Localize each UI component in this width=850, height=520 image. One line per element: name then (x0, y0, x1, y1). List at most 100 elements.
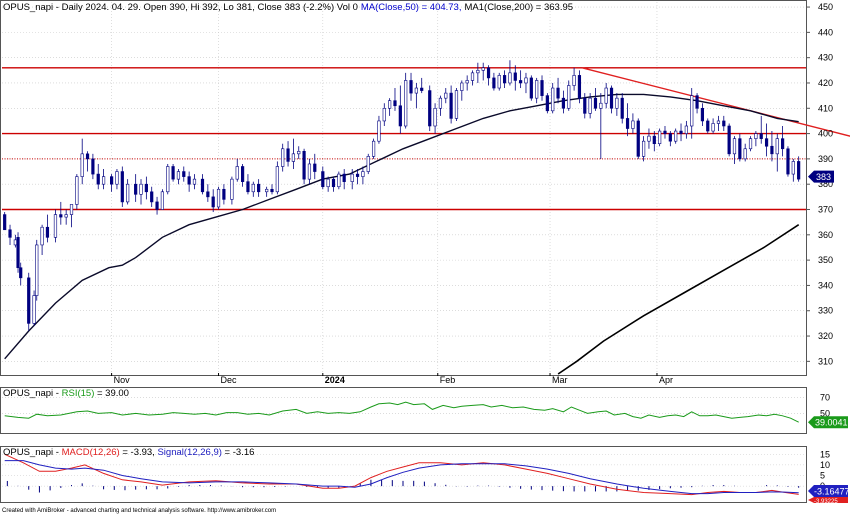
candle (449, 85, 453, 124)
candle (583, 93, 587, 119)
last-price-tag: 383 (808, 170, 834, 183)
candle (615, 93, 619, 116)
candle (727, 123, 731, 157)
rsi-tick-label: 70 (820, 392, 830, 402)
candle (593, 88, 598, 111)
candle (609, 85, 614, 114)
candle (476, 62, 480, 83)
candle (481, 62, 485, 81)
candle (791, 158, 795, 182)
candle (281, 143, 285, 172)
candle (115, 169, 119, 190)
candle (700, 103, 705, 126)
candle (647, 128, 651, 149)
candle (754, 131, 758, 147)
price-header: OPUS_napi - Daily 2024. 04. 29. Open 390… (3, 2, 573, 13)
macd-y-axis: 151050 (820, 449, 830, 491)
candle (561, 90, 565, 114)
candle (604, 82, 608, 109)
rsi-header: OPUS_napi - RSI(15) = 39.00 (3, 388, 129, 399)
candle (674, 128, 678, 144)
macd-tick-label: 5 (820, 471, 825, 481)
candle (377, 115, 381, 144)
rsi-value-tag: 39.0041 (808, 416, 848, 429)
price-tick-label: 320 (818, 331, 833, 341)
candle (91, 153, 95, 180)
footer-credit: Created with AmiBroker - advanced charti… (2, 508, 276, 514)
candle (519, 70, 523, 89)
candle (636, 118, 640, 159)
candle (486, 65, 491, 86)
price-y-axis: 310 320 330 340 350 360 370 380 390 400 410 420 430 4… (806, 2, 833, 366)
candle (414, 82, 418, 109)
price-tick-label: 310 (818, 356, 833, 366)
candle (85, 151, 90, 172)
candle (155, 196, 159, 215)
candle (222, 184, 226, 205)
candle (663, 126, 667, 139)
candle (235, 158, 239, 182)
candle (438, 95, 443, 116)
macd-value-label: -3.16477 (814, 487, 850, 497)
candle (684, 120, 688, 139)
candle (361, 166, 365, 185)
candle (711, 118, 715, 134)
candle (465, 75, 469, 91)
candle (781, 126, 785, 157)
candle (492, 72, 496, 91)
candle (529, 75, 533, 101)
candle (160, 189, 165, 210)
candle (139, 179, 143, 205)
candle (275, 161, 279, 195)
candle (16, 232, 20, 273)
candle (732, 136, 737, 164)
candle (524, 72, 528, 94)
candle (366, 153, 370, 175)
candle (420, 77, 424, 94)
ma200-line (557, 224, 800, 375)
candle (738, 133, 742, 162)
candle (35, 239, 39, 301)
candle (307, 158, 312, 185)
macd-header: OPUS_napi - MACD(12,26) = -3.93, Signal(… (3, 447, 254, 458)
candle (577, 70, 582, 104)
candle (40, 224, 44, 256)
candle (331, 176, 336, 192)
candle (470, 70, 475, 86)
candle (53, 209, 58, 243)
candle (743, 143, 747, 162)
candle (230, 176, 234, 205)
candle (69, 204, 74, 228)
candle (216, 186, 221, 210)
candle (3, 212, 7, 231)
ma50-line (4, 93, 799, 360)
candle (748, 136, 753, 152)
candle (313, 153, 317, 180)
candle (540, 75, 544, 101)
rsi-line (4, 401, 799, 423)
candle (759, 115, 763, 144)
date-tick-label: Mar (552, 375, 568, 385)
candle (668, 131, 672, 147)
candle (572, 67, 576, 91)
candle (775, 133, 779, 172)
candle (297, 146, 301, 159)
date-tick-label: Apr (659, 375, 673, 385)
candle (144, 176, 148, 200)
price-tick-label: 350 (818, 255, 833, 265)
candle (620, 93, 624, 124)
candle (567, 80, 571, 111)
candle (545, 93, 549, 114)
candle (382, 103, 386, 126)
candle (45, 214, 50, 243)
candle (265, 186, 269, 197)
candle (770, 131, 774, 162)
macd-series (4, 453, 799, 496)
date-x-axis: Nov Dec 2024 Feb Mar Apr (111, 373, 673, 385)
price-tick-label: 330 (818, 306, 833, 316)
price-tick-label: 440 (818, 27, 833, 37)
candle (433, 103, 437, 134)
candle (652, 131, 656, 152)
candle (551, 82, 555, 114)
date-tick-label: Nov (114, 375, 131, 385)
